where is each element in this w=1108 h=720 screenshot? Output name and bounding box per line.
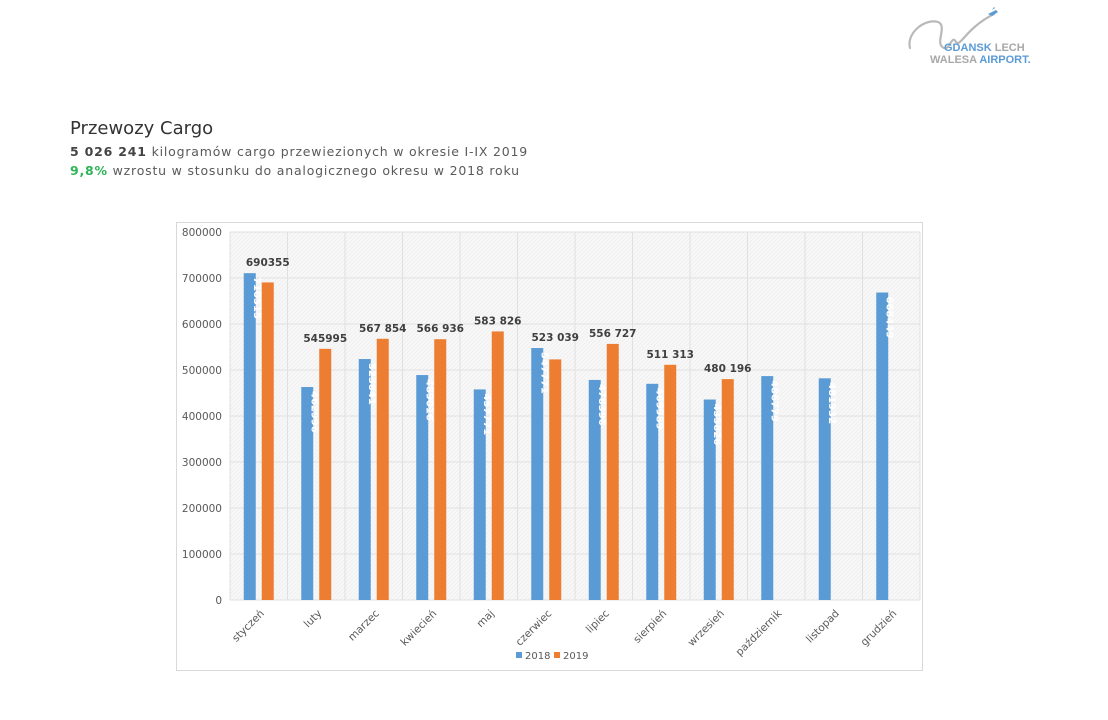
gridlines <box>229 231 921 601</box>
data-label-2018: 547771 <box>538 352 549 394</box>
x-tick-label: wrzesień <box>686 608 727 649</box>
data-label-2019: 583 826 <box>474 315 522 327</box>
data-label-2018: 469989 <box>653 388 664 430</box>
x-tick-label: październik <box>733 607 785 659</box>
chart-frame: 0 100000 200000 300000 400000 500000 600000 700… <box>176 222 923 671</box>
data-label-2018: 481932 <box>826 382 837 424</box>
data-label-2018: 435826 <box>711 404 722 446</box>
bar-2018 <box>301 387 314 600</box>
logo-text-lech: LECH <box>994 42 1025 54</box>
data-label-2019: 556 727 <box>589 328 637 340</box>
x-tick-label: styczeń <box>230 608 267 645</box>
summary-line-growth: 9,8% wzrostu w stosunku do analogicznego… <box>70 161 528 180</box>
data-label-2018: 523841 <box>366 363 377 405</box>
growth-text: wzrostu w stosunku do analogicznego okre… <box>107 163 520 178</box>
growth-value: 9,8% <box>70 163 108 178</box>
bar-2019 <box>491 331 504 600</box>
data-label-2018: 668449 <box>883 297 894 339</box>
bar-2018 <box>416 375 429 600</box>
data-label-2019: 511 313 <box>647 349 695 361</box>
bar-2018 <box>876 292 889 600</box>
summary-line-total: 5 026 241 kilogramów cargo przewiezionyc… <box>70 142 528 161</box>
page-title: Przewozy Cargo <box>70 118 214 139</box>
bar-2019 <box>319 348 332 600</box>
bar-2018 <box>818 378 831 600</box>
total-cargo-value: 5 026 241 <box>70 144 147 159</box>
bar-2018 <box>761 376 774 600</box>
bar-2019 <box>606 343 619 600</box>
data-label-2019: 480 196 <box>704 363 752 375</box>
data-label-2018: 478396 <box>596 384 607 426</box>
y-tick-label: 200000 <box>182 503 222 515</box>
legend-swatch-2018 <box>516 652 522 658</box>
legend-swatch-2019 <box>554 652 560 658</box>
bar-2018 <box>473 389 486 600</box>
bar-2019 <box>261 282 274 600</box>
data-label-2019: 567 854 <box>359 323 407 335</box>
bar-2018 <box>358 359 371 600</box>
x-tick-label: czerwiec <box>513 607 554 648</box>
legend-label-2019: 2019 <box>563 651 588 662</box>
data-label-2018: 710515 <box>251 277 262 319</box>
bar-chart: 0 100000 200000 300000 400000 500000 600000 700… <box>182 227 921 662</box>
y-tick-label: 700000 <box>182 273 222 285</box>
data-label-2018: 457771 <box>481 393 492 435</box>
y-tick-label: 600000 <box>182 319 222 331</box>
x-tick-label: grudzień <box>858 608 899 649</box>
data-label-2019: 545995 <box>303 333 347 345</box>
x-tick-label: lipiec <box>584 607 612 635</box>
y-tick-label: 500000 <box>182 365 222 377</box>
bar-2019 <box>434 339 447 600</box>
x-tick-label: maj <box>475 608 497 630</box>
bar-2019 <box>664 364 677 600</box>
logo-text-airport: AIRPORT. <box>979 54 1031 66</box>
airport-logo: GDANSK LECH WALESA AIRPORT. <box>904 4 1054 70</box>
data-label-2018: 489016 <box>423 379 434 421</box>
header: Przewozy Cargo 5 026 241 kilogramów carg… <box>70 118 528 180</box>
bar-2018 <box>588 379 601 600</box>
bar-2018 <box>243 273 256 600</box>
y-tick-label: 800000 <box>182 227 222 239</box>
x-tick-label: marzec <box>346 607 382 643</box>
data-label-2019: 523 039 <box>532 332 580 344</box>
bar-2018 <box>703 399 716 600</box>
bar-2019 <box>549 359 562 600</box>
y-axis: 0 100000 200000 300000 400000 500000 600000 700… <box>182 227 222 607</box>
bar-2018 <box>531 348 544 600</box>
data-label-2019: 690355 <box>246 257 290 269</box>
bars: 710515 690355 462996 545995 523841 567 854 489… <box>243 257 894 600</box>
y-tick-label: 400000 <box>182 411 222 423</box>
x-tick-label: sierpień <box>631 608 669 646</box>
bar-2019 <box>721 379 734 600</box>
bar-2019 <box>376 338 389 600</box>
y-tick-label: 0 <box>215 595 222 607</box>
legend-label-2018: 2018 <box>525 651 550 662</box>
x-tick-label: listopad <box>804 608 842 646</box>
data-label-2018: 486779 <box>768 380 779 422</box>
logo-text-gdansk: GDANSK <box>944 42 992 54</box>
y-tick-label: 100000 <box>182 549 222 561</box>
data-label-2018: 462996 <box>308 391 319 433</box>
x-tick-label: kwiecień <box>398 608 439 649</box>
bar-2018 <box>646 383 659 600</box>
y-tick-label: 300000 <box>182 457 222 469</box>
legend: 2018 2019 <box>516 651 588 662</box>
x-tick-label: luty <box>302 608 325 631</box>
logo-text-walesa: WALESA <box>930 54 977 66</box>
total-cargo-text: kilogramów cargo przewiezionych w okresi… <box>146 144 528 159</box>
data-label-2019: 566 936 <box>417 323 465 335</box>
logo-swoosh-icon <box>908 7 998 50</box>
